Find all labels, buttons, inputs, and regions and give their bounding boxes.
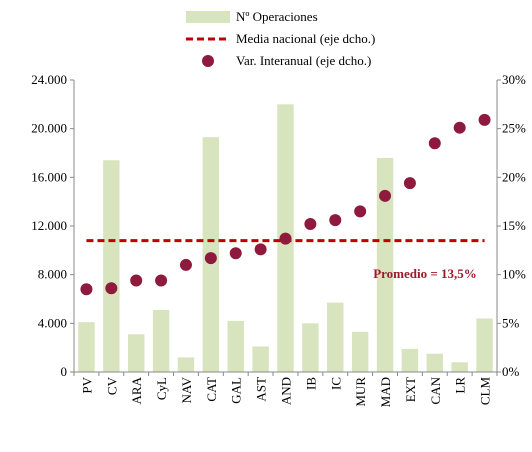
y2-tick-label: 15% xyxy=(502,218,526,233)
y-tick-label: 20.000 xyxy=(31,121,67,136)
y2-tick-label: 0% xyxy=(502,364,520,379)
x-tick-label: AST xyxy=(254,377,269,402)
x-tick-label: MAD xyxy=(378,377,393,407)
dot xyxy=(428,137,441,150)
bar xyxy=(426,353,444,372)
bar xyxy=(252,346,269,372)
legend-swatch xyxy=(186,11,230,23)
x-tick-label: PV xyxy=(79,376,94,393)
dot xyxy=(379,189,392,202)
x-tick-label: NAV xyxy=(179,376,194,403)
bar xyxy=(476,318,493,372)
bar xyxy=(78,322,95,372)
annotation: Promedio = 13,5% xyxy=(373,266,477,281)
bar xyxy=(451,362,468,372)
bar xyxy=(177,357,195,372)
dot xyxy=(80,283,93,296)
x-tick-label: IC xyxy=(328,377,343,390)
dot xyxy=(453,121,466,134)
y2-tick-label: 20% xyxy=(502,169,526,184)
y-tick-label: 16.000 xyxy=(31,169,67,184)
bar xyxy=(152,309,170,372)
legend-label: Media nacional (eje dcho.) xyxy=(236,31,375,46)
bar xyxy=(376,157,394,372)
bar xyxy=(103,160,120,372)
y2-tick-label: 10% xyxy=(502,267,526,282)
legend-label: Nº Operaciones xyxy=(236,9,318,24)
bar xyxy=(227,320,244,372)
x-tick-label: LR xyxy=(453,377,468,394)
legend-label: Var. Interanual (eje dcho.) xyxy=(236,53,371,68)
x-tick-label: CyL xyxy=(154,377,169,400)
bar xyxy=(351,331,369,372)
x-tick-label: GAL xyxy=(229,377,244,404)
dot xyxy=(478,113,491,126)
y2-tick-label: 30% xyxy=(502,72,526,87)
x-tick-label: CV xyxy=(104,376,119,395)
dot xyxy=(304,218,317,231)
dot xyxy=(229,247,242,260)
dot xyxy=(155,274,168,287)
x-tick-label: EXT xyxy=(403,377,418,402)
bar xyxy=(302,323,319,372)
y-tick-label: 12.000 xyxy=(31,218,67,233)
y2-tick-label: 25% xyxy=(502,121,526,136)
dot xyxy=(254,243,267,256)
x-tick-label: MUR xyxy=(353,377,368,407)
bar xyxy=(401,348,419,372)
dot xyxy=(329,214,342,227)
dot xyxy=(105,282,118,295)
dot xyxy=(130,274,143,287)
dot xyxy=(204,252,217,265)
x-tick-label: IB xyxy=(303,377,318,390)
x-tick-label: ARA xyxy=(129,376,144,404)
y-tick-label: 4.000 xyxy=(38,315,67,330)
dot xyxy=(354,205,367,218)
legend-swatch xyxy=(202,55,214,67)
bar xyxy=(327,302,344,372)
dot xyxy=(279,232,292,245)
x-tick-label: CLM xyxy=(478,377,493,406)
dot xyxy=(179,258,192,271)
dot xyxy=(403,177,416,190)
x-tick-label: CAT xyxy=(204,377,219,402)
y2-tick-label: 5% xyxy=(502,315,520,330)
x-tick-label: CAN xyxy=(428,376,443,404)
y-tick-label: 24.000 xyxy=(31,72,67,87)
y-tick-label: 0 xyxy=(61,364,68,379)
x-tick-label: AND xyxy=(279,377,294,405)
y-tick-label: 8.000 xyxy=(38,267,67,282)
bar xyxy=(127,334,145,372)
